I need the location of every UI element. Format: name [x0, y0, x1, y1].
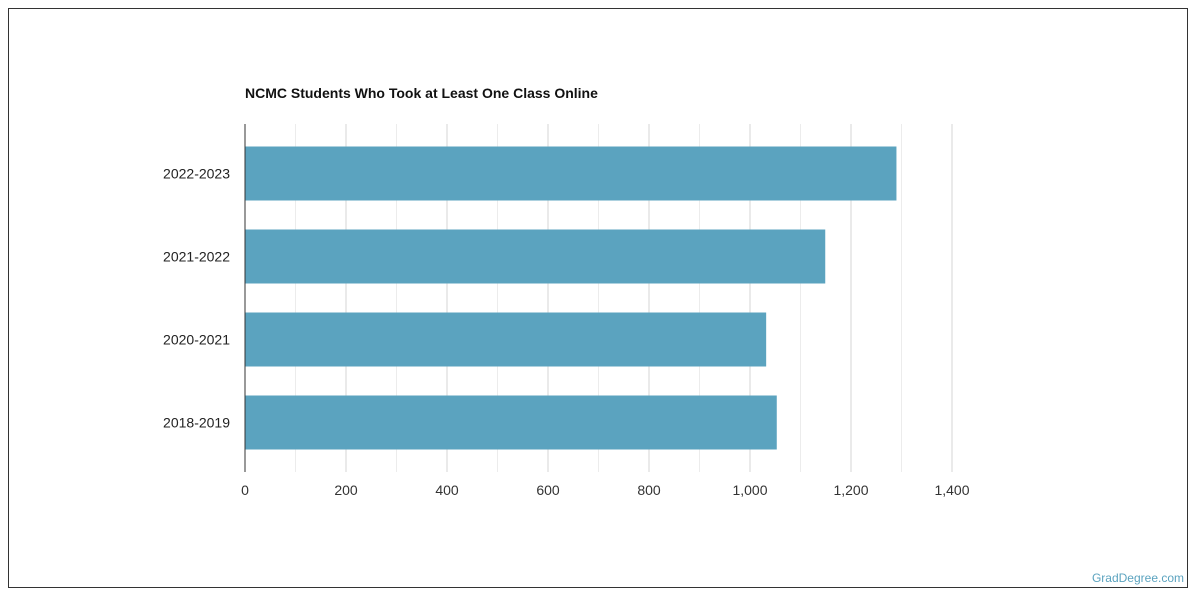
watermark[interactable]: GradDegree.com: [1091, 571, 1184, 585]
y-tick-label: 2021-2022: [163, 249, 230, 265]
x-tick-label: 800: [637, 482, 661, 498]
bar-2022-2023[interactable]: [245, 146, 897, 201]
x-tick-label: 1,400: [934, 482, 969, 498]
bar-2021-2022[interactable]: [245, 229, 826, 284]
chart-title: NCMC Students Who Took at Least One Clas…: [245, 85, 598, 101]
x-tick-label: 0: [241, 482, 249, 498]
bar-2020-2021[interactable]: [245, 312, 767, 367]
tick-labels: 2022-2023 2021-2022 2020-2021 2018-2019 0 200…: [163, 166, 970, 499]
x-tick-label: 400: [435, 482, 459, 498]
y-tick-label: 2022-2023: [163, 166, 230, 182]
bar-2018-2019[interactable]: [245, 395, 777, 450]
y-tick-label: 2018-2019: [163, 415, 230, 431]
x-tick-label: 1,000: [732, 482, 767, 498]
y-tick-label: 2020-2021: [163, 332, 230, 348]
x-tick-label: 200: [334, 482, 358, 498]
x-tick-label: 1,200: [833, 482, 868, 498]
bars: [245, 146, 897, 450]
x-tick-label: 600: [536, 482, 560, 498]
